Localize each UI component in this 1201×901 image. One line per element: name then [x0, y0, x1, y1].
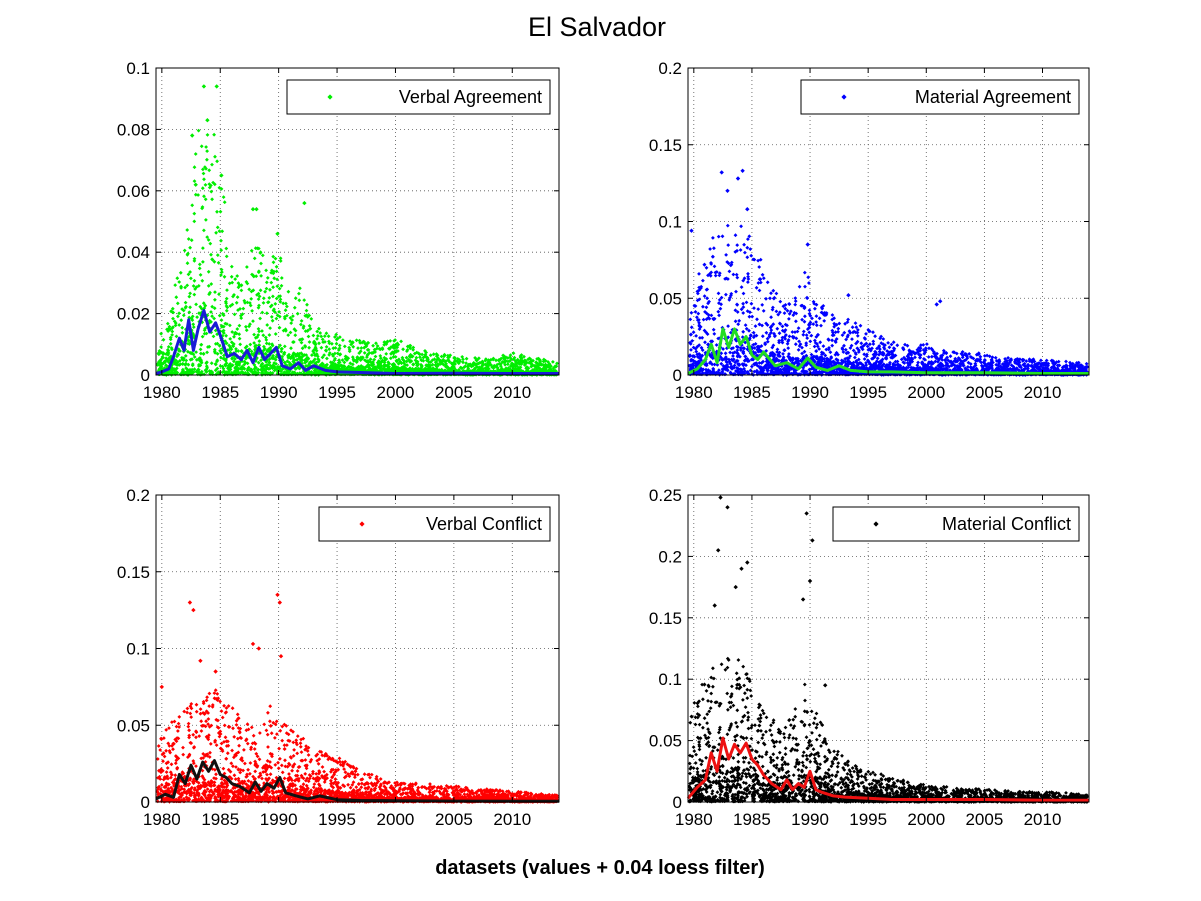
y-tick-label: 0.04 [117, 243, 150, 262]
x-tick-label: 1980 [675, 810, 713, 829]
loess-line [686, 736, 1089, 802]
tick-labels: 1980 1985 1990 1995 2000 2005 2010 0 0.05 0.1 0.15… [649, 486, 1089, 829]
figure-title: El Salvador [528, 12, 666, 42]
x-tick-label: 1995 [849, 810, 887, 829]
x-tick-label: 2005 [965, 383, 1003, 402]
y-tick-label: 0.06 [117, 182, 150, 201]
x-tick-label: 1980 [675, 383, 713, 402]
x-tick-label: 2010 [493, 810, 531, 829]
tick-labels: 1980 1985 1990 1995 2000 2005 2010 0 0.05 0.1 0.15… [649, 59, 1089, 402]
y-tick-label: 0.15 [649, 136, 682, 155]
axes-box [687, 494, 1090, 803]
loess-line [155, 759, 559, 803]
figure-xlabel: datasets (values + 0.04 loess filter) [435, 857, 765, 879]
x-tick-label: 1980 [143, 383, 181, 402]
loess-line [155, 309, 559, 375]
y-tick-label: 0.15 [117, 563, 150, 582]
x-tick-label: 1985 [733, 383, 771, 402]
y-tick-label: 0.2 [658, 59, 682, 78]
y-tick-label: 0 [673, 793, 682, 812]
x-tick-label: 2010 [493, 383, 531, 402]
y-tick-label: 0.05 [649, 289, 682, 308]
x-tick-label: 2010 [1024, 383, 1062, 402]
x-tick-label: 1990 [791, 810, 829, 829]
y-tick-label: 0.1 [126, 59, 150, 78]
legend: Verbal Agreement [286, 79, 551, 115]
x-tick-label: 2005 [435, 810, 473, 829]
legend-label: Material Agreement [915, 87, 1071, 107]
tick-labels: 1980 1985 1990 1995 2000 2005 2010 0 0.05 0.1 0.15… [117, 486, 559, 829]
x-tick-label: 1985 [733, 810, 771, 829]
y-tick-label: 0 [141, 366, 150, 385]
axes-box [155, 67, 560, 376]
x-tick-label: 2000 [377, 810, 415, 829]
subplot-4: 1980 1985 1990 1995 2000 2005 2010 0 0.05 0.1 0.15… [649, 486, 1090, 829]
x-tick-label: 2005 [435, 383, 473, 402]
x-tick-label: 1995 [849, 383, 887, 402]
y-tick-label: 0.02 [117, 305, 150, 324]
y-tick-label: 0.2 [126, 486, 150, 505]
x-tick-label: 2010 [1024, 810, 1062, 829]
x-tick-label: 2000 [907, 383, 945, 402]
y-tick-label: 0.05 [649, 732, 682, 751]
legend-label: Material Conflict [942, 514, 1071, 534]
x-tick-label: 2000 [377, 383, 415, 402]
y-tick-label: 0.05 [117, 716, 150, 735]
x-tick-label: 1985 [201, 810, 239, 829]
y-tick-label: 0.25 [649, 486, 682, 505]
y-tick-label: 0.08 [117, 120, 150, 139]
subplot-2: 1980 1985 1990 1995 2000 2005 2010 0 0.05 0.1 0.15… [649, 59, 1090, 402]
legend-label: Verbal Agreement [399, 87, 542, 107]
legend: Verbal Conflict [318, 506, 551, 542]
y-tick-label: 0 [141, 793, 150, 812]
tick-labels: 1980 1985 1990 1995 2000 2005 2010 0 0.02 0.04 0.0… [117, 59, 559, 402]
x-tick-label: 1995 [318, 810, 356, 829]
x-tick-label: 1985 [201, 383, 239, 402]
legend: Material Conflict [832, 506, 1080, 542]
subplot-1: 1980 1985 1990 1995 2000 2005 2010 0 0.02 0.04 0.0… [117, 59, 560, 402]
x-tick-label: 2000 [907, 810, 945, 829]
plot-area [156, 68, 559, 375]
x-tick-label: 1990 [791, 383, 829, 402]
y-tick-label: 0.1 [126, 640, 150, 659]
subplot-3: 1980 1985 1990 1995 2000 2005 2010 0 0.05 0.1 0.15… [117, 486, 560, 829]
y-tick-label: 0.1 [658, 670, 682, 689]
y-tick-label: 0.2 [658, 547, 682, 566]
y-tick-label: 0.1 [658, 213, 682, 232]
x-tick-label: 1990 [260, 383, 298, 402]
legend: Material Agreement [800, 79, 1080, 115]
y-tick-label: 0.15 [649, 609, 682, 628]
x-tick-label: 2005 [965, 810, 1003, 829]
x-tick-label: 1995 [318, 383, 356, 402]
legend-label: Verbal Conflict [426, 514, 542, 534]
x-tick-label: 1990 [260, 810, 298, 829]
y-tick-label: 0 [673, 366, 682, 385]
x-tick-label: 1980 [143, 810, 181, 829]
loess-line [687, 327, 1089, 375]
